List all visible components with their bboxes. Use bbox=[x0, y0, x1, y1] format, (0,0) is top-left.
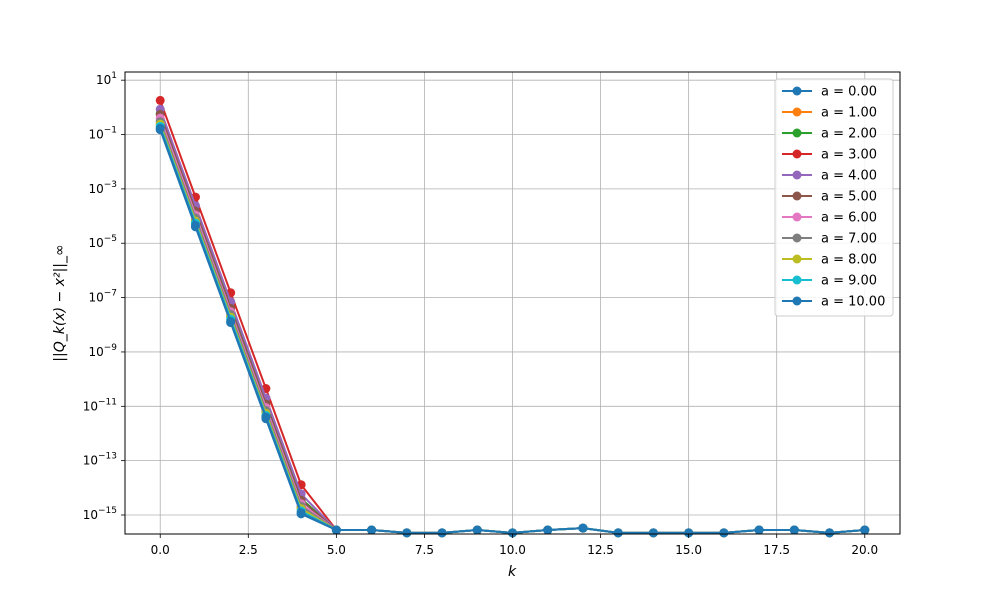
legend-label: a = 8.00 bbox=[821, 253, 877, 268]
legend-label: a = 10.00 bbox=[821, 295, 885, 310]
legend-item: a = 8.00 bbox=[782, 253, 877, 268]
data-point bbox=[155, 95, 165, 105]
legend-item: a = 6.00 bbox=[782, 211, 877, 226]
legend-label: a = 5.00 bbox=[821, 190, 877, 205]
data-point bbox=[261, 412, 271, 422]
x-axis: 0.0 2.5 5.0 7.5 10.0 12.5 15.0 17.5 20.0 bbox=[151, 534, 878, 557]
y-tick-label: 10−13 bbox=[83, 452, 117, 468]
legend-marker bbox=[792, 254, 802, 264]
x-tick-label: 15.0 bbox=[675, 543, 702, 557]
x-tick-label: 10.0 bbox=[499, 543, 526, 557]
legend-item: a = 10.00 bbox=[782, 295, 885, 310]
data-point bbox=[472, 525, 482, 535]
legend: a = 0.00 a = 1.00 a = 2.00 a = 3.00 a = 4.00… bbox=[774, 78, 894, 317]
legend-item: a = 9.00 bbox=[782, 274, 877, 289]
y-tick-label: 10−1 bbox=[88, 126, 117, 142]
data-point bbox=[367, 525, 377, 535]
legend-marker bbox=[792, 233, 802, 243]
y-axis: 101 10−1 10−3 10−5 10−7 10−9 10−11 10−13 10−15 bbox=[83, 71, 125, 522]
data-point bbox=[226, 317, 236, 327]
data-point bbox=[613, 528, 623, 538]
y-axis-label: ||Q_k(x) − x²||_∞ bbox=[52, 244, 68, 361]
data-point bbox=[860, 525, 870, 535]
legend-label: a = 7.00 bbox=[821, 232, 877, 247]
data-point bbox=[578, 523, 588, 533]
data-point bbox=[684, 528, 694, 538]
series-layer bbox=[155, 95, 870, 538]
legend-item: a = 5.00 bbox=[782, 190, 877, 205]
grid-lines bbox=[125, 72, 900, 534]
legend-marker bbox=[792, 191, 802, 201]
legend-marker bbox=[792, 170, 802, 180]
y-tick-label: 10−15 bbox=[83, 506, 117, 522]
series-10.00 bbox=[155, 123, 870, 538]
data-point bbox=[754, 525, 764, 535]
data-point bbox=[789, 525, 799, 535]
legend-label: a = 0.00 bbox=[821, 85, 877, 100]
legend-label: a = 4.00 bbox=[821, 169, 877, 184]
legend-item: a = 4.00 bbox=[782, 169, 877, 184]
legend-marker bbox=[792, 212, 802, 222]
x-tick-label: 12.5 bbox=[587, 543, 614, 557]
legend-label: a = 3.00 bbox=[821, 148, 877, 163]
legend-label: a = 1.00 bbox=[821, 106, 877, 121]
y-tick-label: 101 bbox=[96, 71, 117, 87]
legend-label: a = 9.00 bbox=[821, 274, 877, 289]
legend-marker bbox=[792, 128, 802, 138]
y-tick-label: 10−5 bbox=[88, 234, 117, 250]
data-point bbox=[155, 123, 165, 133]
x-tick-label: 7.5 bbox=[415, 543, 434, 557]
data-point bbox=[402, 528, 412, 538]
legend-item: a = 1.00 bbox=[782, 106, 877, 121]
legend-marker bbox=[792, 149, 802, 159]
data-point bbox=[190, 220, 200, 230]
x-axis-label: k bbox=[508, 564, 517, 580]
data-point bbox=[825, 528, 835, 538]
y-tick-label: 10−9 bbox=[88, 343, 117, 359]
data-point bbox=[719, 528, 729, 538]
x-tick-label: 5.0 bbox=[327, 543, 346, 557]
legend-item: a = 3.00 bbox=[782, 148, 877, 163]
y-tick-label: 10−3 bbox=[88, 180, 117, 196]
data-point bbox=[296, 508, 306, 518]
data-point bbox=[648, 528, 658, 538]
data-point bbox=[437, 528, 447, 538]
legend-label: a = 2.00 bbox=[821, 127, 877, 142]
legend-marker bbox=[792, 275, 802, 285]
y-tick-label: 10−7 bbox=[88, 289, 117, 305]
x-tick-label: 17.5 bbox=[763, 543, 790, 557]
legend-marker bbox=[792, 296, 802, 306]
legend-marker bbox=[792, 107, 802, 117]
x-tick-label: 20.0 bbox=[851, 543, 878, 557]
legend-marker bbox=[792, 86, 802, 96]
y-tick-label: 10−11 bbox=[83, 397, 117, 413]
x-tick-label: 2.5 bbox=[239, 543, 258, 557]
legend-item: a = 2.00 bbox=[782, 127, 877, 142]
legend-item: a = 7.00 bbox=[782, 232, 877, 247]
data-point bbox=[508, 528, 517, 538]
data-point bbox=[331, 525, 341, 535]
legend-item: a = 0.00 bbox=[782, 85, 877, 100]
legend-box bbox=[774, 78, 894, 317]
x-tick-label: 0.0 bbox=[151, 543, 170, 557]
legend-label: a = 6.00 bbox=[821, 211, 877, 226]
data-point bbox=[543, 525, 553, 535]
